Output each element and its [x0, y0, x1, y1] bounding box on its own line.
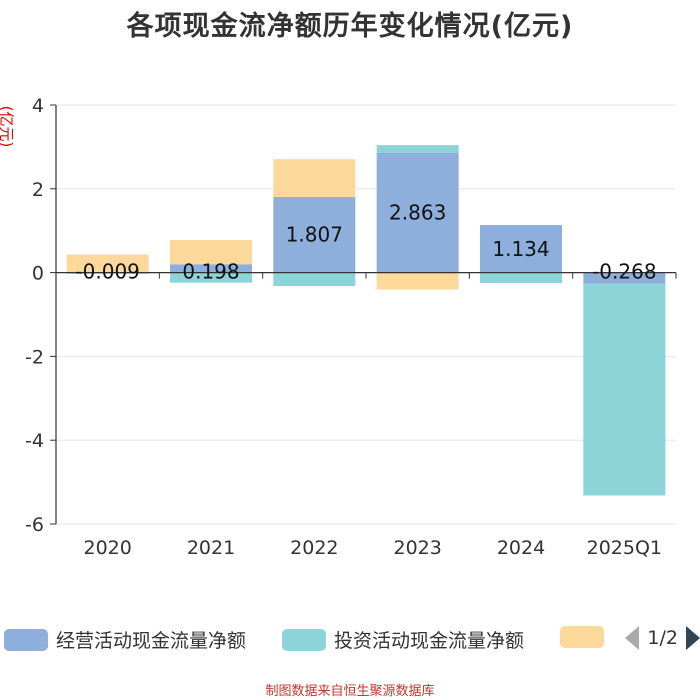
data-label: 0.198 — [182, 260, 239, 284]
bar-2023-series-0 — [376, 152, 459, 273]
bar-2022-series-2 — [273, 159, 356, 197]
pager-next-icon[interactable] — [686, 626, 700, 650]
y-tick-label: -6 — [25, 514, 44, 536]
legend-swatch-financing — [560, 626, 604, 648]
bar-2023-series-1 — [376, 145, 459, 153]
bar-2024-series-1 — [480, 272, 562, 284]
legend-pager: 1/2 — [625, 626, 700, 650]
bar-2022-series-0 — [273, 196, 356, 273]
x-tick-label: 2025Q1 — [587, 537, 662, 559]
bar-2021-series-2 — [170, 240, 252, 265]
legend-label-investing: 投资活动现金流量净额 — [334, 630, 525, 652]
bar-2021-series-1 — [170, 272, 252, 283]
x-tick-label: 2021 — [187, 537, 235, 559]
y-tick-label: 2 — [32, 179, 44, 201]
y-tick-label: 0 — [32, 263, 44, 285]
legend-item-operating[interactable]: 经营活动现金流量净额 — [4, 626, 246, 653]
legend: 经营活动现金流量净额 投资活动现金流量净额 1/2 — [0, 626, 700, 658]
bar-2022-series-1 — [273, 272, 356, 287]
data-label: 2.863 — [389, 201, 446, 225]
data-label: 1.807 — [286, 223, 343, 247]
chart-title: 各项现金流净额历年变化情况(亿元) — [126, 11, 574, 42]
bar-2021-series-0 — [170, 264, 252, 273]
legend-item-financing[interactable] — [560, 626, 604, 648]
x-tick-label: 2023 — [393, 537, 441, 559]
pager-page-text: 1/2 — [647, 627, 678, 649]
legend-item-investing[interactable]: 投资活动现金流量净额 — [282, 626, 524, 653]
x-tick-label: 2020 — [83, 537, 131, 559]
bar-2020-series-2 — [66, 254, 149, 273]
bar-2025Q1-series-1 — [583, 283, 666, 496]
data-label: -0.009 — [75, 260, 139, 284]
data-label: -0.268 — [592, 260, 656, 284]
bar-2024-series-0 — [480, 225, 562, 273]
footer-source: 制图数据来自恒生聚源数据库 — [265, 684, 435, 699]
legend-swatch-investing — [282, 628, 326, 651]
bar-2020-series-1 — [66, 272, 149, 274]
bar-2025Q1-series-0 — [583, 272, 666, 284]
y-tick-label: -4 — [25, 430, 44, 452]
data-label: 1.134 — [492, 237, 549, 261]
x-tick-label: 2024 — [497, 537, 545, 559]
legend-label-operating: 经营活动现金流量净额 — [56, 630, 247, 652]
y-tick-label: 4 — [32, 95, 44, 117]
pager-prev-icon[interactable] — [625, 626, 640, 650]
x-tick-label: 2022 — [290, 537, 338, 559]
bar-chart: 4 2 0 -2 -4 -6 2020 2021 2022 2023 2024 2025Q1 -0.00… — [25, 95, 677, 559]
bar-2023-series-2 — [376, 272, 459, 290]
legend-swatch-operating — [4, 628, 48, 651]
y-tick-label: -2 — [25, 346, 44, 368]
